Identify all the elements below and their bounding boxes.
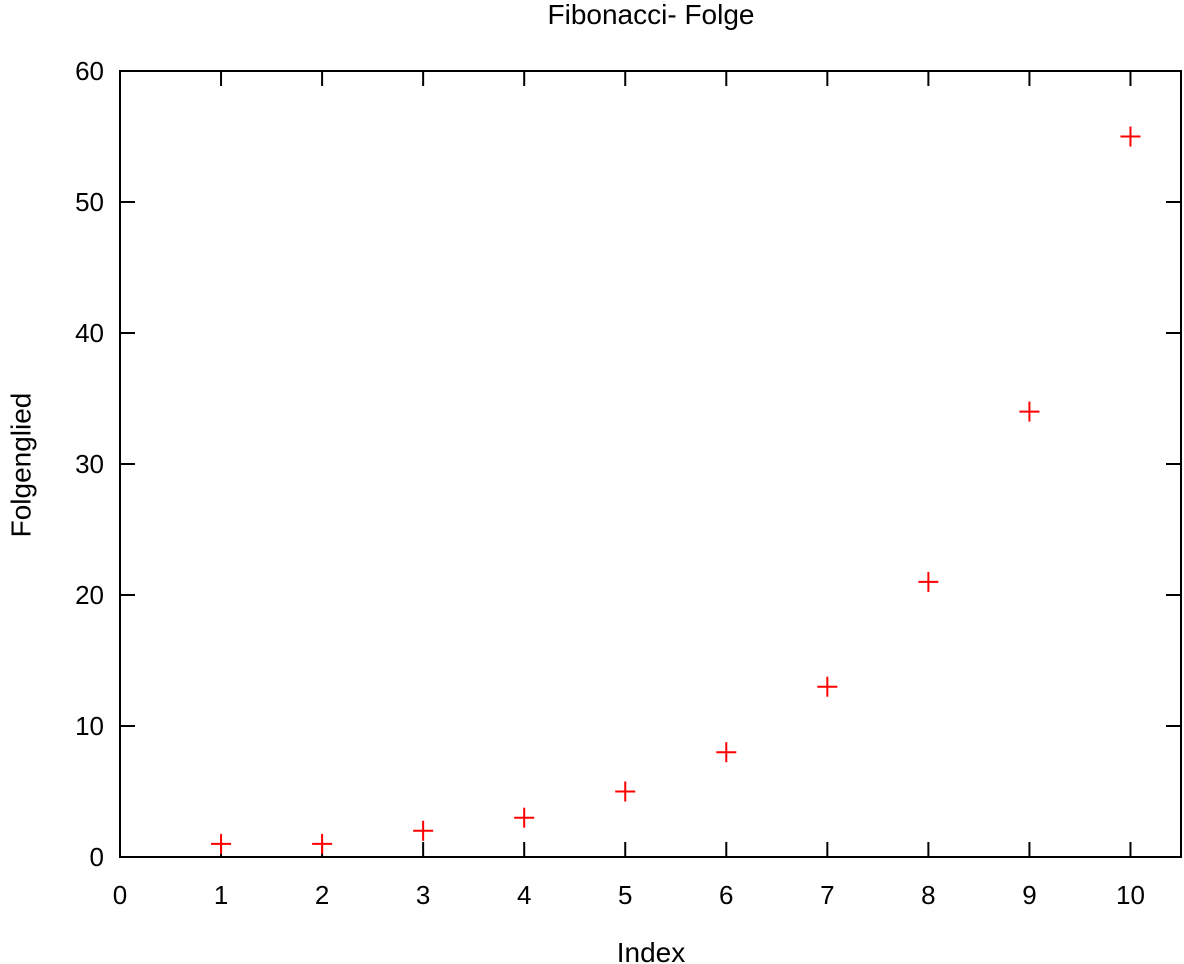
chart-title: Fibonacci- Folge: [548, 0, 755, 30]
x-axis-title: Index: [617, 937, 686, 964]
axis-ticks: [119, 70, 1181, 858]
x-tick-label: 0: [113, 880, 127, 910]
data-point: [119, 847, 130, 858]
x-tick-label: 7: [820, 880, 834, 910]
x-tick-label: 5: [618, 880, 632, 910]
y-tick-label: 30: [75, 449, 104, 479]
data-points: [119, 126, 1141, 858]
y-tick-label: 0: [90, 842, 104, 872]
data-point: [413, 820, 434, 841]
y-tick-label: 40: [75, 318, 104, 348]
x-tick-label: 6: [719, 880, 733, 910]
y-tick-label: 10: [75, 711, 104, 741]
data-point: [1120, 126, 1141, 147]
x-tick-label: 3: [416, 880, 430, 910]
data-point: [514, 807, 535, 828]
x-tick-label: 2: [315, 880, 329, 910]
x-tick-label: 1: [214, 880, 228, 910]
tick-labels: 0 1 2 3 4 5 6 7 8 9 10 0 10 20 30 40 50 60: [75, 56, 1145, 910]
y-tick-label: 60: [75, 56, 104, 86]
data-point: [817, 676, 838, 697]
x-tick-label: 4: [517, 880, 531, 910]
y-tick-label: 50: [75, 187, 104, 217]
plot-frame: [119, 70, 1182, 858]
data-point: [716, 742, 737, 763]
y-axis-title: Folgenglied: [5, 393, 36, 538]
data-point: [1019, 401, 1040, 422]
data-point: [211, 833, 232, 854]
x-tick-label: 10: [1116, 880, 1145, 910]
x-tick-label: 9: [1022, 880, 1036, 910]
x-tick-label: 8: [921, 880, 935, 910]
data-point: [312, 833, 333, 854]
data-point: [918, 571, 939, 592]
y-tick-label: 20: [75, 580, 104, 610]
data-point: [615, 781, 636, 802]
